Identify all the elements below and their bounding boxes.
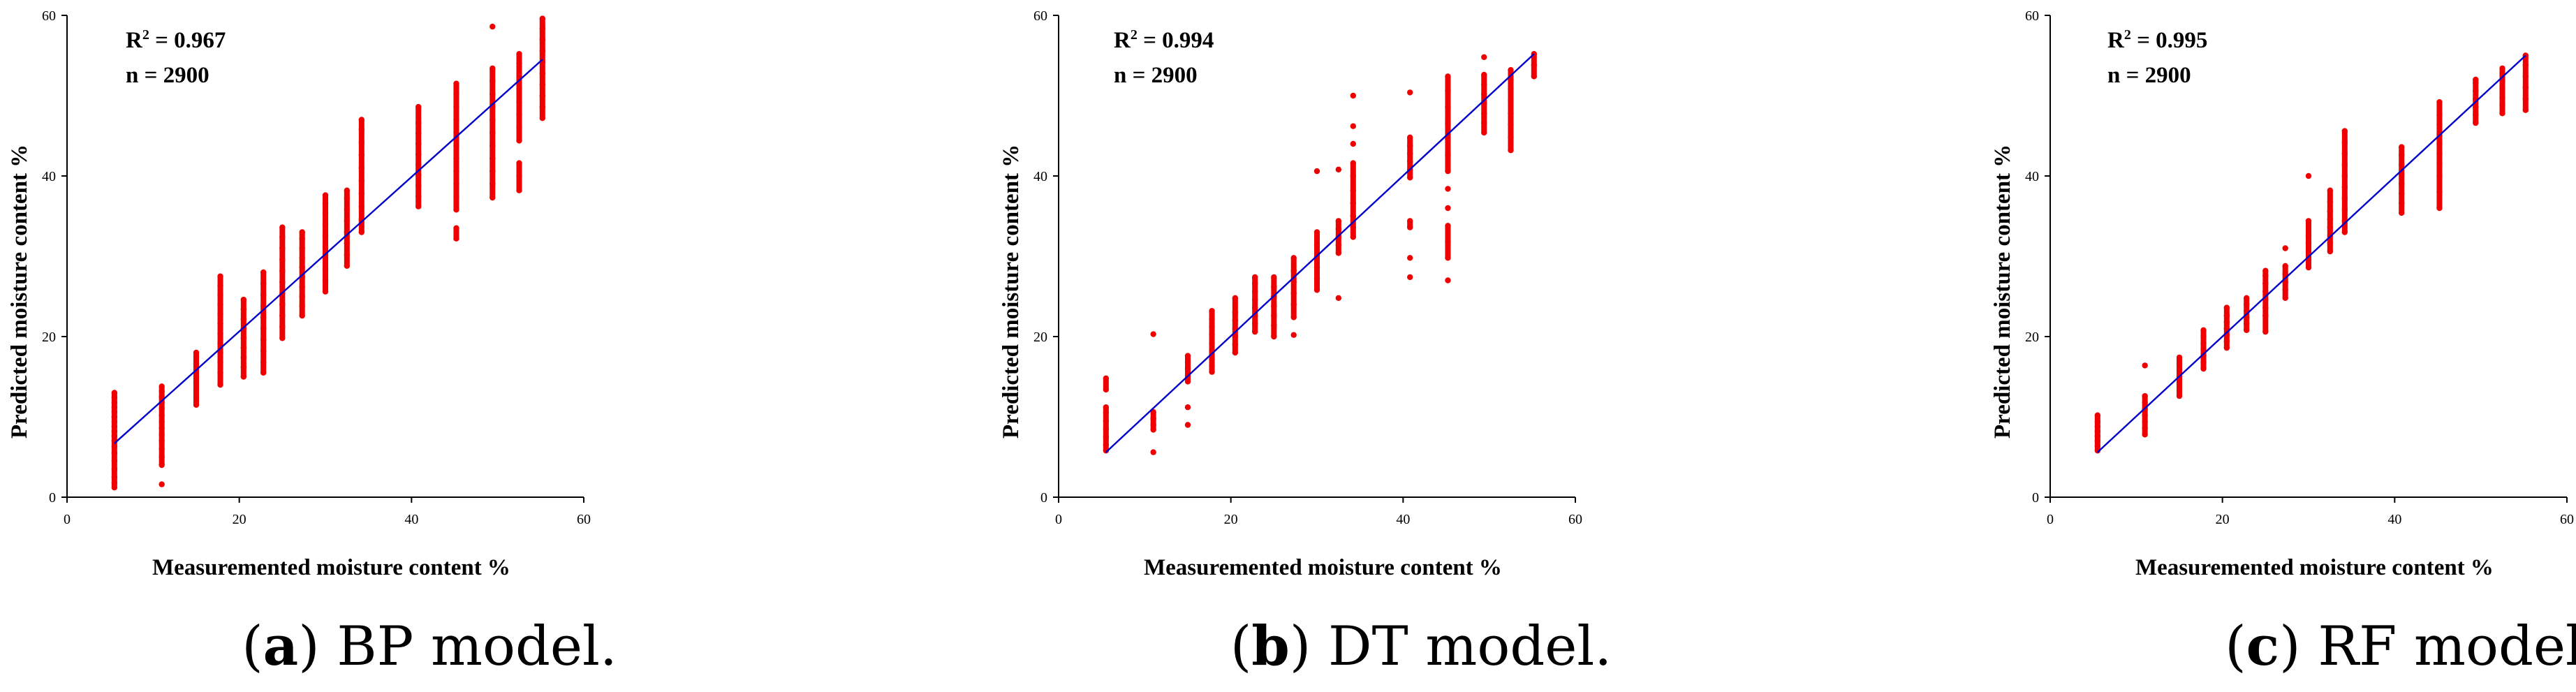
y-tick-label-a: 20 bbox=[42, 330, 56, 345]
x-axis-label-c: Measuremented moisture content % bbox=[2135, 555, 2494, 580]
data-point-b bbox=[1407, 274, 1413, 281]
caption-c: (c) RF model. bbox=[1983, 614, 2576, 678]
data-point-b bbox=[1350, 92, 1356, 99]
data-point-c bbox=[2305, 172, 2312, 179]
caption-letter-b: b bbox=[1251, 614, 1290, 678]
data-point-b bbox=[1481, 54, 1487, 61]
caption-text-c: RF model. bbox=[2318, 615, 2576, 678]
data-point-b bbox=[1150, 449, 1156, 455]
caption-text-b: DT model. bbox=[1328, 615, 1612, 678]
x-tick-label-a: 20 bbox=[233, 512, 246, 527]
caption-letter-c: c bbox=[2246, 614, 2280, 678]
y-tick-label-b: 60 bbox=[1033, 8, 1047, 24]
x-tick-label-b: 0 bbox=[1055, 512, 1062, 527]
fit-line-a bbox=[114, 59, 543, 444]
x-tick-label-c: 60 bbox=[2560, 512, 2574, 527]
data-point-b bbox=[1184, 404, 1191, 411]
caption-b: (b) DT model. bbox=[1230, 614, 1612, 678]
data-point-b bbox=[1184, 422, 1191, 428]
y-tick-label-a: 0 bbox=[49, 490, 56, 506]
data-point-b bbox=[1290, 332, 1297, 338]
x-tick-label-b: 20 bbox=[1224, 512, 1238, 527]
y-tick-label-b: 40 bbox=[1033, 169, 1047, 184]
caption-letter-a: a bbox=[263, 614, 299, 678]
y-axis-label-c: Predicted moisture content % bbox=[1990, 144, 2015, 439]
r2-annotation-c: R2 = 0.995 bbox=[2107, 27, 2208, 53]
data-point-b bbox=[1150, 331, 1156, 337]
x-tick-label-c: 40 bbox=[2387, 512, 2401, 527]
x-tick-label-b: 40 bbox=[1396, 512, 1410, 527]
data-point-a bbox=[159, 481, 165, 487]
x-tick-label-b: 60 bbox=[1568, 512, 1582, 527]
r2-annotation-a: R2 = 0.967 bbox=[126, 27, 226, 53]
data-point-b bbox=[1335, 166, 1342, 172]
scatter-plot-c: 0 20 40 60 0 20 40 60 bbox=[2025, 8, 2574, 527]
data-point-b bbox=[1407, 255, 1413, 261]
data-point-b bbox=[1350, 140, 1356, 147]
x-tick-label-a: 40 bbox=[404, 512, 418, 527]
data-point-b bbox=[1313, 168, 1320, 175]
y-tick-label-a: 60 bbox=[42, 8, 56, 24]
y-tick-label-b: 0 bbox=[1040, 490, 1047, 506]
x-tick-label-a: 60 bbox=[577, 512, 591, 527]
x-tick-label-c: 0 bbox=[2047, 512, 2054, 527]
scatter-plot-a: 0 20 40 60 0 20 40 60 bbox=[42, 8, 591, 527]
fit-line-b bbox=[1105, 53, 1535, 453]
y-tick-label-c: 40 bbox=[2025, 169, 2039, 184]
x-axis-label-a: Measuremented moisture content % bbox=[152, 555, 510, 580]
caption-a: (a) BP model. bbox=[242, 614, 617, 678]
data-point-b bbox=[1445, 186, 1451, 192]
sample-count-b: n = 2900 bbox=[1114, 63, 1198, 88]
data-point-a bbox=[490, 23, 496, 30]
r2-annotation-b: R2 = 0.994 bbox=[1114, 27, 1214, 53]
data-point-b bbox=[1350, 123, 1356, 129]
sample-count-a: n = 2900 bbox=[126, 63, 209, 88]
data-point-c bbox=[2282, 245, 2288, 251]
data-point-b bbox=[1407, 89, 1413, 96]
sample-count-c: n = 2900 bbox=[2107, 63, 2191, 88]
y-tick-label-c: 0 bbox=[2032, 490, 2039, 506]
panel-c: 0 20 40 60 0 20 40 60 R2 = 0.995 n = 2900 Measu… bbox=[1983, 0, 2576, 692]
y-axis-label-b: Predicted moisture content % bbox=[999, 144, 1024, 439]
caption-text-a: BP model. bbox=[337, 615, 617, 678]
y-tick-label-c: 20 bbox=[2025, 330, 2039, 345]
x-tick-label-a: 0 bbox=[64, 512, 71, 527]
y-tick-label-b: 20 bbox=[1033, 330, 1047, 345]
y-tick-label-c: 60 bbox=[2025, 8, 2039, 24]
panel-a: 0 20 40 60 0 20 40 60 R2 = 0.967 n = 2900 Measu… bbox=[0, 0, 859, 692]
panel-b: 0 20 40 60 0 20 40 60 R2 = 0.994 n = 2900 Measu… bbox=[992, 0, 1850, 692]
y-axis-label-a: Predicted moisture content % bbox=[7, 144, 32, 439]
scatter-plot-b: 0 20 40 60 0 20 40 60 bbox=[1033, 8, 1582, 527]
data-point-c bbox=[2142, 362, 2148, 369]
y-tick-label-a: 40 bbox=[42, 169, 56, 184]
data-point-b bbox=[1445, 277, 1451, 284]
fit-line-c bbox=[2097, 54, 2526, 453]
data-point-b bbox=[1445, 205, 1451, 212]
x-axis-label-b: Measuremented moisture content % bbox=[1144, 555, 1502, 580]
x-tick-label-c: 20 bbox=[2216, 512, 2230, 527]
data-point-b bbox=[1335, 295, 1342, 301]
